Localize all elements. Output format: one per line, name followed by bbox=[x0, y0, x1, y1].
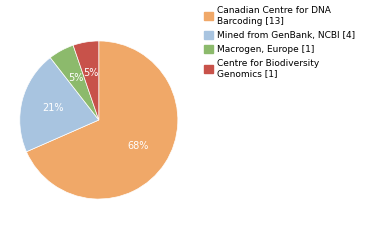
Text: 5%: 5% bbox=[68, 73, 84, 83]
Text: 21%: 21% bbox=[42, 103, 63, 113]
Text: 5%: 5% bbox=[83, 68, 99, 78]
Wedge shape bbox=[50, 45, 99, 120]
Wedge shape bbox=[27, 41, 178, 199]
Text: 68%: 68% bbox=[128, 141, 149, 151]
Legend: Canadian Centre for DNA
Barcoding [13], Mined from GenBank, NCBI [4], Macrogen, : Canadian Centre for DNA Barcoding [13], … bbox=[202, 5, 358, 80]
Wedge shape bbox=[20, 58, 99, 152]
Wedge shape bbox=[73, 41, 99, 120]
